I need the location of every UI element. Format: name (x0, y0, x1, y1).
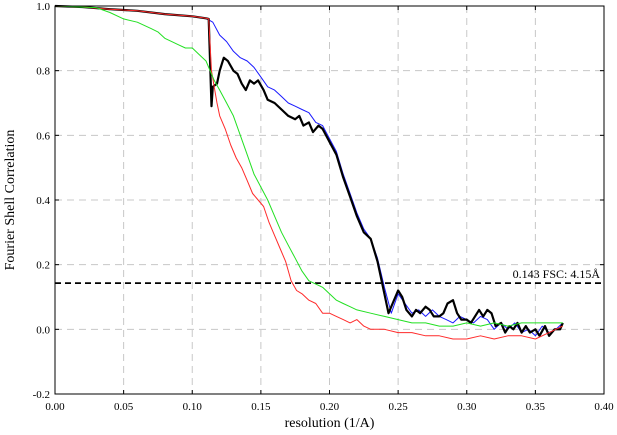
x-tick-label: 0.25 (389, 401, 409, 413)
series-line-1 (54, 5, 564, 337)
series-layer (54, 4, 564, 340)
x-tick-label: 0.00 (45, 401, 65, 413)
y-tick-label: 1.0 (36, 1, 50, 13)
x-tick-label: 0.30 (457, 401, 477, 413)
y-tick-label: 0.6 (36, 130, 50, 142)
series-line-2 (54, 4, 564, 337)
x-axis-label: resolution (1/A) (285, 416, 375, 430)
x-tick-label: 0.10 (183, 401, 203, 413)
x-tick-label: 0.05 (114, 401, 134, 413)
y-tick-label: 0.2 (36, 260, 50, 272)
ticks-layer: 0.00 0.05 0.10 0.15 0.20 0.25 0.30 0.35 0.40 -0.2… (33, 1, 615, 413)
threshold-label: 0.143 FSC: 4.15Å (513, 267, 601, 281)
y-tick-label: 0.4 (36, 195, 50, 207)
y-axis-label: Fourier Shell Correlation (3, 130, 18, 271)
y-tick-label: 0.8 (36, 66, 50, 78)
x-tick-label: 0.20 (320, 401, 340, 413)
x-tick-label: 0.15 (251, 401, 271, 413)
x-tick-label: 0.35 (526, 401, 546, 413)
y-tick-label: 0.0 (36, 324, 50, 336)
y-tick-label: -0.2 (33, 389, 50, 401)
x-tick-label: 0.40 (594, 401, 614, 413)
series-line-4 (54, 5, 563, 327)
